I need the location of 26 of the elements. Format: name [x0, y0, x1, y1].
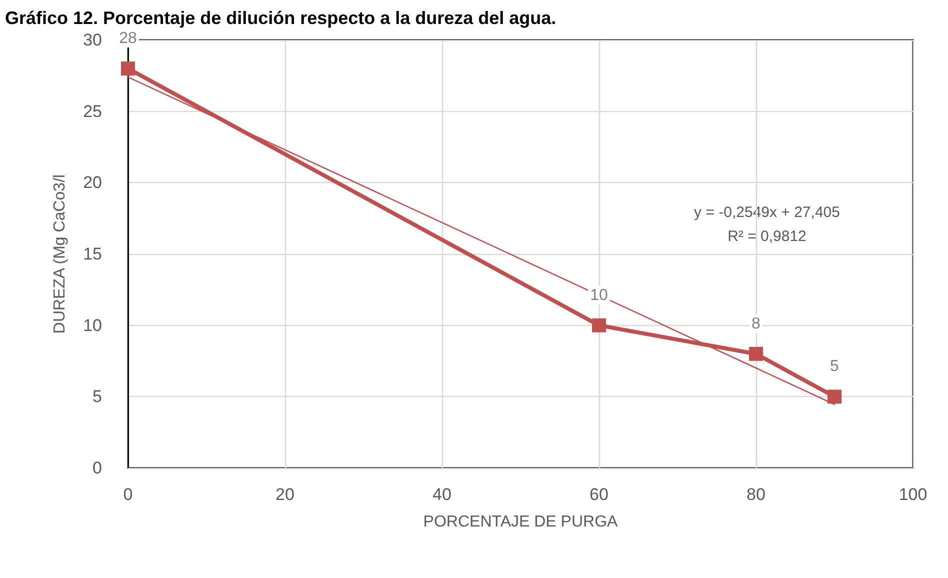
x-tick-label: 80: [746, 485, 766, 504]
point: [828, 390, 842, 404]
y-tick-label: 25: [83, 102, 102, 121]
y-tick-label: 5: [92, 387, 102, 406]
annotation: y = -0,2549x + 27,405: [694, 204, 840, 221]
x-axis-title: PORCENTAJE DE PURGA: [423, 514, 618, 530]
data-label: 10: [590, 286, 608, 304]
annotation: R² = 0,9812: [728, 228, 806, 245]
x-tick-label: 40: [432, 485, 452, 504]
data-label: 28: [119, 30, 137, 48]
data-label: 5: [830, 358, 840, 376]
x-tick-label: 20: [276, 485, 294, 504]
y-tick-label: 20: [83, 173, 102, 192]
point: [592, 318, 606, 332]
x-tick-label: 100: [898, 485, 928, 504]
y-tick-label: 30: [83, 30, 102, 50]
x-tick-label: 60: [590, 485, 608, 504]
x-tick-label: 0: [123, 485, 133, 504]
point: [749, 346, 763, 361]
data-label: 8: [752, 315, 761, 332]
y-tick-label: 10: [83, 316, 102, 335]
point: [121, 62, 135, 76]
y-tick-label: 0: [92, 458, 102, 478]
y-axis-title: DUREZA (Mg CaCo3/l: [52, 174, 68, 334]
chart-title: Gráfico 12. Porcentaje de dilución respecto a la dureza del agua.: [5, 8, 556, 28]
y-tick-label: 15: [83, 244, 102, 264]
